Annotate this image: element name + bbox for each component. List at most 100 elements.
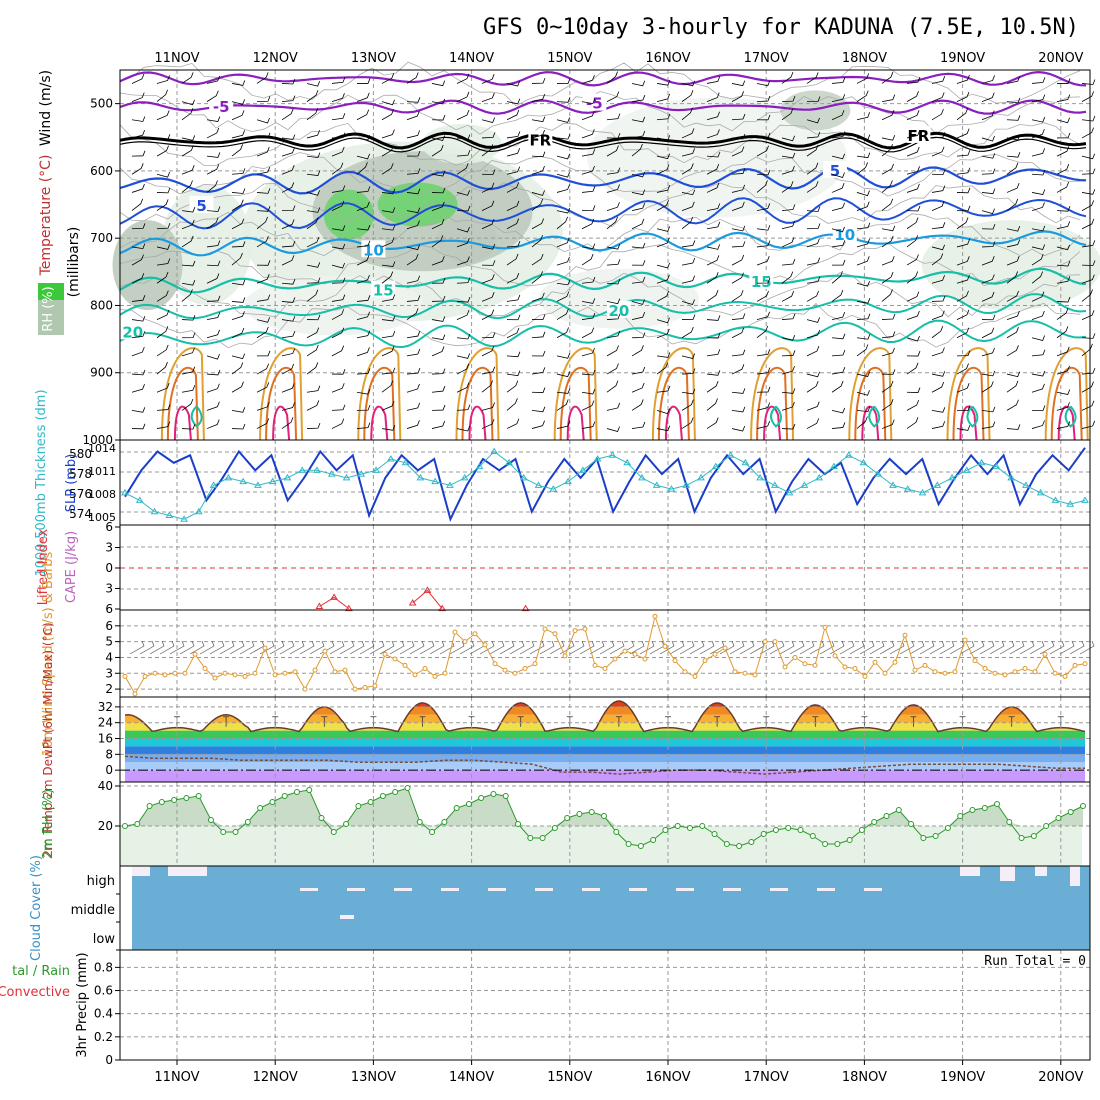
wind10-marker [492, 661, 498, 667]
wind-barb [881, 271, 894, 284]
boundary-layer-contour [946, 347, 991, 441]
thickness-marker [209, 481, 218, 488]
date-label-top: 19NOV [940, 51, 985, 66]
wind-barb [281, 279, 296, 285]
wind-barb [631, 276, 646, 284]
thickness-marker [446, 481, 454, 488]
wind10-barb [739, 640, 755, 655]
wind-barb [606, 145, 619, 157]
main-ytick-label: 600 [90, 164, 113, 178]
wind-barb [306, 108, 319, 121]
rh-marker [723, 841, 730, 847]
wind-barb [306, 190, 321, 196]
isotherm-label: 20 [122, 323, 143, 341]
rh-contour [119, 122, 1081, 166]
wind-barb [306, 344, 319, 357]
wind10-barb [549, 640, 565, 655]
wind-barb [156, 344, 169, 357]
wind-barb [981, 135, 995, 142]
wind10-marker [542, 626, 548, 632]
wind10-barb [659, 640, 675, 655]
wind10-barb [999, 640, 1015, 655]
wind-barb [806, 371, 821, 378]
wind-barb [456, 238, 470, 248]
cloud-gap [723, 888, 741, 891]
wind-barb [281, 348, 296, 357]
wind-barb [431, 346, 445, 357]
thickness-marker [1081, 496, 1089, 503]
wind-barb [131, 315, 146, 322]
rh-contour [119, 211, 1081, 257]
wind10-marker [552, 631, 558, 637]
slp-tick: 1005 [88, 511, 116, 524]
wind-barb [256, 206, 271, 212]
wind-barb [806, 257, 821, 266]
rh-marker [969, 807, 976, 813]
wind10-marker [382, 651, 388, 657]
wind-barb [731, 80, 746, 87]
rh-marker [502, 793, 509, 799]
wind-barb [381, 261, 396, 267]
isotherm-label-bg [189, 195, 214, 213]
precip-ytick-label: 0.8 [94, 960, 113, 974]
wind-barb [181, 108, 194, 121]
wind-barb [856, 298, 871, 304]
cloud-axis-label: Cloud Cover (%) [29, 855, 44, 961]
wind-barb [456, 363, 470, 375]
wind-barb [956, 167, 971, 175]
temp-axis-label: Temperature (°C) [38, 155, 54, 277]
wind-barb [481, 418, 495, 429]
wind-barb [881, 225, 896, 232]
run-total: Run Total = 0 [984, 954, 1086, 969]
cloud-gap [1070, 866, 1080, 886]
wind-barb [231, 99, 246, 105]
wind-barb [906, 399, 920, 411]
wind-barb [856, 134, 871, 141]
wind10-marker [932, 669, 938, 675]
wind10-barb [1009, 640, 1025, 655]
date-label-bottom: 14NOV [449, 1070, 494, 1085]
wind-barb [181, 423, 196, 430]
wind-barb [906, 291, 920, 302]
wind-barb [731, 146, 745, 157]
wind-barb [631, 189, 646, 196]
isotherm-label: -5 [586, 95, 603, 113]
wind10-marker [352, 686, 358, 692]
wind-barb [1081, 333, 1096, 339]
thickness-marker [564, 477, 572, 485]
wind10-barb [499, 640, 515, 655]
wind-barb [781, 271, 794, 284]
li-marker [344, 604, 353, 612]
wind-barb [256, 96, 271, 103]
wind-barb [481, 92, 495, 102]
wind-barb [931, 185, 946, 193]
cape-axis-label: CAPE (J/kg) [64, 531, 79, 603]
wind-barb [606, 426, 620, 432]
thickness-marker [1066, 500, 1075, 507]
wind-barb [256, 350, 271, 357]
thickness-marker [711, 462, 720, 470]
wind-barb [631, 143, 643, 157]
wind-ytick-label: 2 [105, 682, 113, 696]
wind10-barb [849, 640, 865, 655]
wind-barb [256, 188, 271, 194]
rh-legend-swatch [38, 300, 64, 335]
wind10-marker [592, 662, 598, 668]
wind-barb [431, 235, 444, 248]
wind-barb [331, 345, 345, 357]
wind-barb [356, 330, 371, 339]
wind10-barb [859, 640, 875, 655]
wind10-barb [759, 640, 775, 655]
wind-barb [731, 91, 745, 102]
wind-barb [1081, 310, 1095, 320]
rh-marker [846, 837, 853, 843]
wind-barb [981, 347, 995, 357]
wind-barb [431, 420, 446, 429]
wind-barb [731, 364, 745, 375]
wind-barb [281, 316, 296, 322]
wind-barb [606, 313, 621, 320]
wind-barb [1056, 308, 1069, 320]
wind-barb [1056, 276, 1071, 284]
wind-barb [881, 94, 896, 103]
rh-marker [981, 805, 988, 811]
